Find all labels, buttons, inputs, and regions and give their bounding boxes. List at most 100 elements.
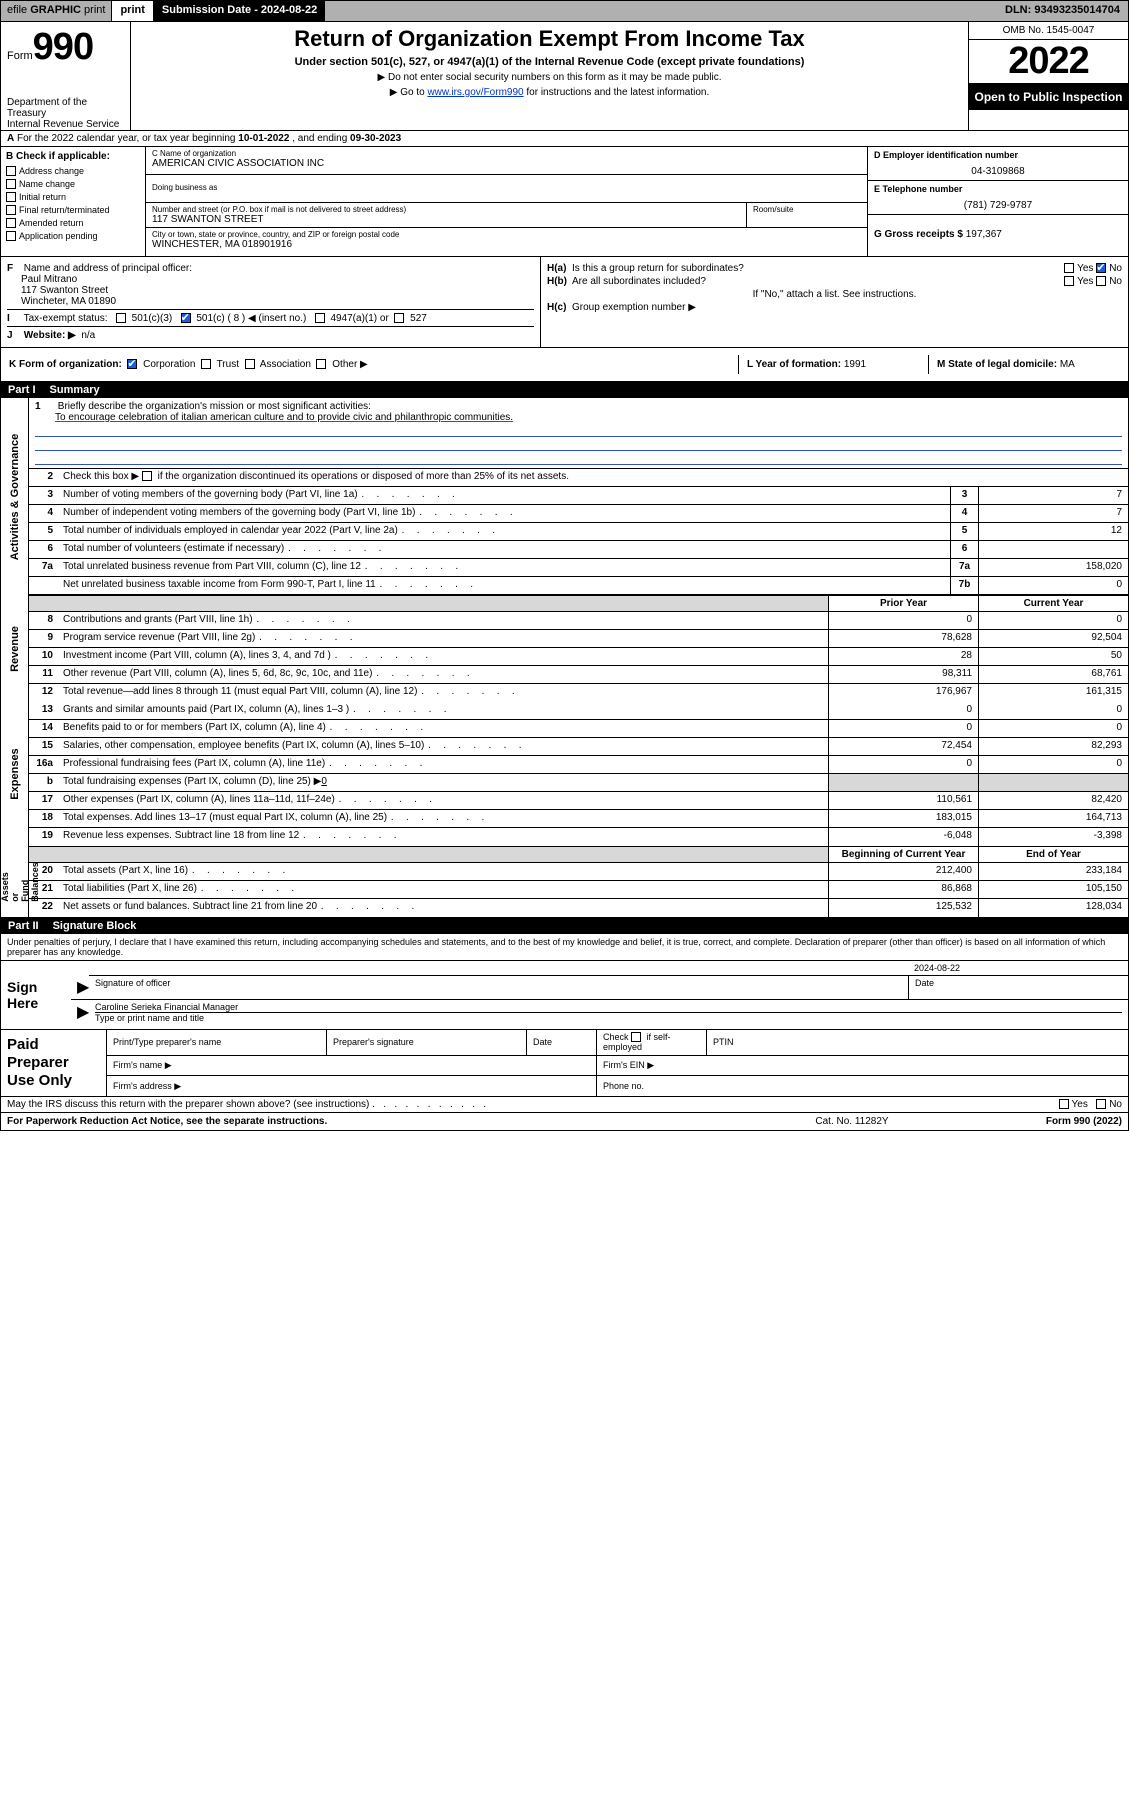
section-expenses: Expenses 13Grants and similar amounts pa…: [0, 702, 1129, 846]
section-fhi: F Name and address of principal officer:…: [0, 257, 1129, 348]
row-a-text-a: For the 2022 calendar year, or tax year …: [17, 133, 238, 144]
cb-initial-return[interactable]: Initial return: [6, 191, 140, 204]
row-current: 50: [978, 648, 1128, 665]
hb-label: H(b): [547, 276, 567, 287]
row-current: 164,713: [978, 810, 1128, 827]
gov-rows: 3Number of voting members of the governi…: [29, 487, 1128, 595]
cb-application-pending[interactable]: Application pending: [6, 230, 140, 243]
l-label: L Year of formation:: [747, 359, 844, 370]
sig-date-value: 2024-08-22: [908, 961, 1128, 975]
line-16b: b Total fundraising expenses (Part IX, c…: [29, 774, 1128, 792]
cb-other[interactable]: [316, 359, 326, 369]
section-revenue: Revenue Prior Year Current Year 8Contrib…: [0, 595, 1129, 702]
row-value: [978, 541, 1128, 558]
row-prior: 110,561: [828, 792, 978, 809]
form-header: Form990 Department of the Treasury Inter…: [0, 22, 1129, 131]
row-current: 0: [978, 702, 1128, 719]
gross-label: G Gross receipts $: [874, 229, 966, 240]
line-hb: H(b) Are all subordinates included? Yes …: [547, 276, 1122, 287]
summary-row: 16aProfessional fundraising fees (Part I…: [29, 756, 1128, 774]
l-year-formation: L Year of formation: 1991: [738, 355, 928, 374]
cb-trust[interactable]: [201, 359, 211, 369]
row-num: 17: [29, 792, 59, 809]
room-cell: Room/suite: [747, 203, 867, 227]
row-current: -3,398: [978, 828, 1128, 846]
row-prior: 183,015: [828, 810, 978, 827]
line-2: 2 Check this box ▶ if the organization d…: [29, 469, 1128, 487]
cb-label: Initial return: [19, 192, 66, 202]
row-num: 18: [29, 810, 59, 827]
street-label: Number and street (or P.O. box if mail i…: [152, 205, 740, 214]
ha-no[interactable]: [1096, 263, 1106, 273]
hb-no[interactable]: [1096, 276, 1106, 286]
opt-other: Other ▶: [332, 359, 367, 370]
row-prior: 0: [828, 612, 978, 629]
row-desc: Number of independent voting members of …: [59, 505, 950, 522]
row-value: 0: [978, 577, 1128, 594]
form-number: Form990: [7, 26, 126, 69]
gross-value: 197,367: [966, 229, 1002, 240]
cb-discuss-no[interactable]: [1096, 1099, 1106, 1109]
dln-label: DLN: 93493235014704: [997, 1, 1128, 21]
cb-name-change[interactable]: Name change: [6, 178, 140, 191]
sig-officer-label: Signature of officer: [89, 975, 908, 999]
row-num: 7a: [29, 559, 59, 576]
fhi-left: F Name and address of principal officer:…: [1, 257, 541, 347]
k-label: K Form of organization:: [9, 359, 122, 370]
cb-501c[interactable]: [181, 313, 191, 323]
irs-discuss-question: May the IRS discuss this return with the…: [1, 1097, 938, 1112]
row-boxnum: 7b: [950, 577, 978, 594]
cb-discuss-yes[interactable]: [1059, 1099, 1069, 1109]
side-text: Expenses: [9, 748, 21, 799]
cb-label: Final return/terminated: [19, 205, 110, 215]
cb-527[interactable]: [394, 313, 404, 323]
summary-row: 12Total revenue—add lines 8 through 11 (…: [29, 684, 1128, 702]
street-cell: Number and street (or P.O. box if mail i…: [146, 203, 747, 227]
yes-label: Yes: [1077, 263, 1093, 274]
row-prior: 98,311: [828, 666, 978, 683]
sig-row-2: ▶ Caroline Serieka Financial Manager Typ…: [71, 1000, 1128, 1025]
mission-line: [35, 437, 1122, 451]
paid-preparer-label: Paid Preparer Use Only: [1, 1030, 106, 1096]
hdr-prior-year: Prior Year: [828, 596, 978, 611]
row-desc: Investment income (Part VIII, column (A)…: [59, 648, 828, 665]
opt-501c3: 501(c)(3): [132, 313, 173, 324]
paid-h1: Print/Type preparer's name: [107, 1030, 327, 1055]
paid-preparer-block: Paid Preparer Use Only Print/Type prepar…: [0, 1030, 1129, 1097]
ha-yes[interactable]: [1064, 263, 1074, 273]
row-num: 13: [29, 702, 59, 719]
row-desc: Total fundraising expenses (Part IX, col…: [59, 774, 828, 791]
l16b-a: Total fundraising expenses (Part IX, col…: [63, 776, 321, 787]
cb-corporation[interactable]: [127, 359, 137, 369]
row-num: 10: [29, 648, 59, 665]
part-i-title: Summary: [50, 384, 100, 396]
col-b-header: B Check if applicable:: [6, 150, 140, 165]
cb-discontinued[interactable]: [142, 471, 152, 481]
row-current: 0: [978, 720, 1128, 737]
summary-row: 7aTotal unrelated business revenue from …: [29, 559, 1128, 577]
no-label: No: [1109, 263, 1122, 274]
cb-4947[interactable]: [315, 313, 325, 323]
cb-501c3[interactable]: [116, 313, 126, 323]
row-desc: Other expenses (Part IX, column (A), lin…: [59, 792, 828, 809]
open-public-label: Open to Public Inspection: [969, 84, 1128, 110]
irs-discuss-yn: Yes No: [938, 1097, 1128, 1112]
row-current: 0: [978, 612, 1128, 629]
rev-rows: 8Contributions and grants (Part VIII, li…: [29, 612, 1128, 702]
cb-amended-return[interactable]: Amended return: [6, 217, 140, 230]
no-label: No: [1109, 276, 1122, 287]
cb-address-change[interactable]: Address change: [6, 165, 140, 178]
street-value: 117 SWANTON STREET: [152, 214, 740, 225]
row-num: b: [29, 774, 59, 791]
row-desc: Professional fundraising fees (Part IX, …: [59, 756, 828, 773]
cb-final-return[interactable]: Final return/terminated: [6, 204, 140, 217]
hb-yes[interactable]: [1064, 276, 1074, 286]
cb-self-employed[interactable]: [631, 1032, 641, 1042]
ein-value: 04-3109868: [874, 166, 1122, 177]
ein-cell: D Employer identification number 04-3109…: [868, 147, 1128, 181]
k-form-of-org: K Form of organization: Corporation Trus…: [1, 355, 738, 374]
print-button[interactable]: print: [112, 1, 153, 21]
cb-association[interactable]: [245, 359, 255, 369]
footer-mid: Cat. No. 11282Y: [762, 1116, 942, 1127]
irs-link[interactable]: www.irs.gov/Form990: [427, 87, 523, 98]
